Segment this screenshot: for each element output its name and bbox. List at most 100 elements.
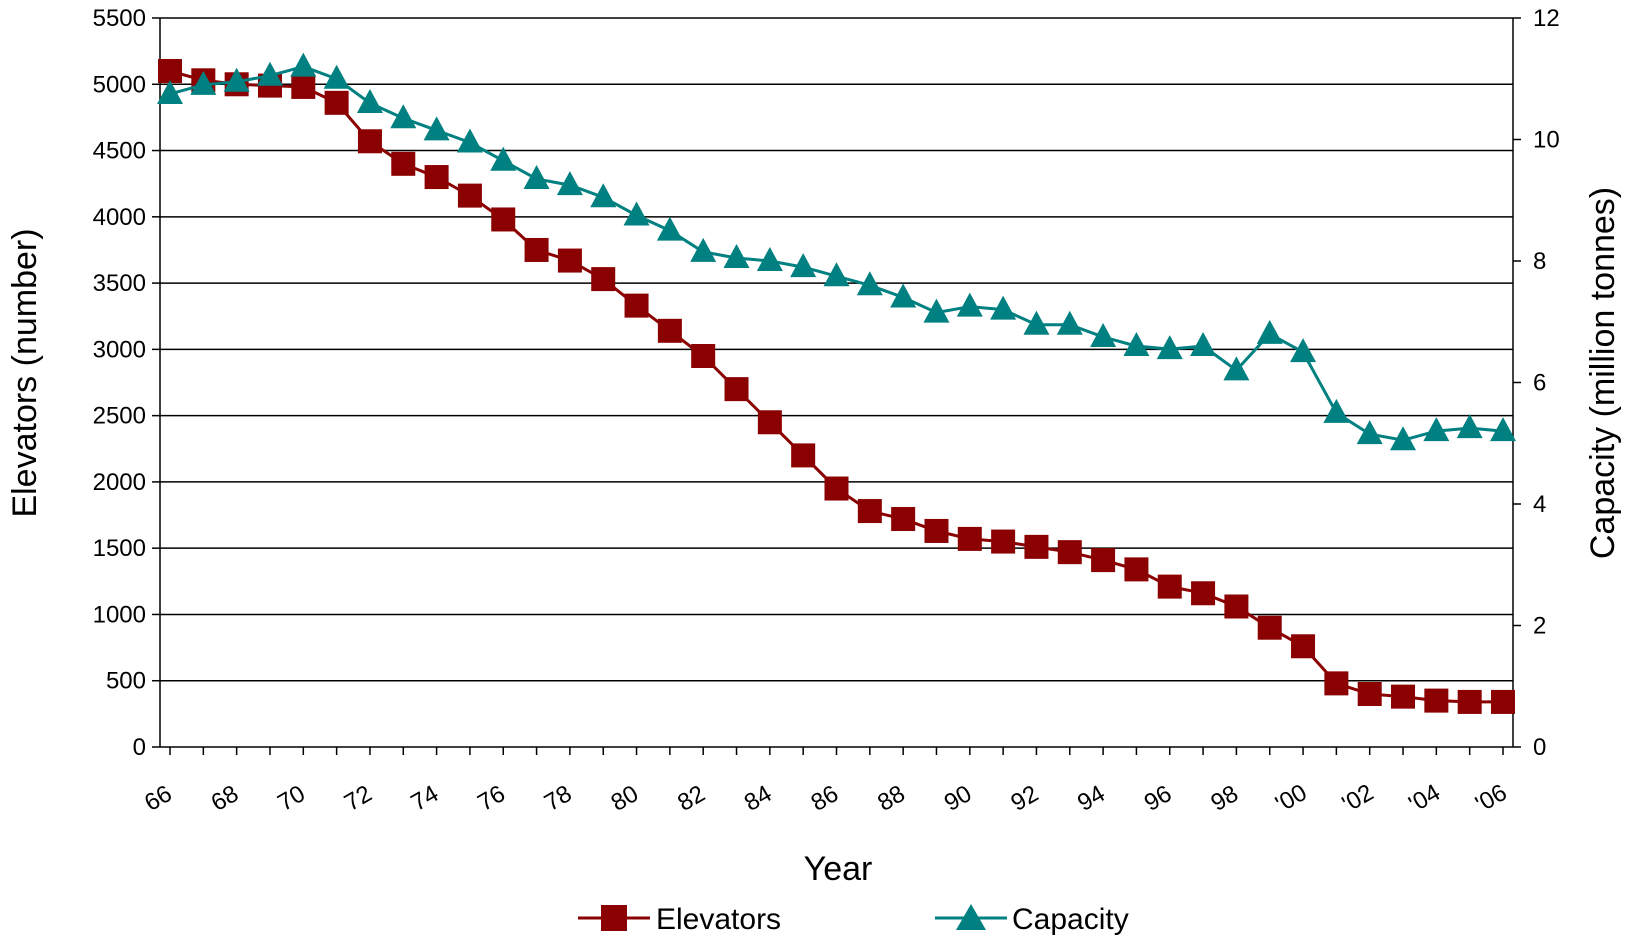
x-axis-tick-label: 70 [273, 780, 310, 817]
series-elevators [158, 59, 1515, 714]
left-axis-tick-label: 1500 [93, 535, 146, 562]
x-axis-tick-label: 94 [1073, 780, 1110, 817]
x-axis-tick-label: 82 [673, 780, 710, 817]
data-point-elevators [624, 293, 649, 318]
data-point-elevators [158, 59, 182, 84]
data-point-elevators [357, 129, 382, 154]
data-point-capacity [1290, 338, 1317, 363]
data-point-elevators [457, 183, 482, 208]
data-point-capacity [590, 183, 617, 208]
data-point-capacity [456, 128, 483, 153]
data-point-elevators [891, 507, 916, 532]
data-point-elevators [1357, 681, 1382, 706]
x-axis-tick-label: 88 [873, 780, 910, 817]
legend-item-capacity: Capacity [935, 903, 1129, 936]
data-point-capacity [923, 298, 950, 323]
x-axis-ticks: 66 68 70 72 74 76 78 80 82 84 86 88 90 92 94 96 98 '00 '02… [140, 747, 1512, 818]
data-point-elevators [1391, 684, 1416, 709]
left-axis-tick-label: 5000 [93, 71, 146, 98]
data-point-elevators [691, 343, 716, 368]
data-point-capacity [1356, 420, 1383, 445]
data-point-capacity [723, 243, 750, 268]
right-axis-tick-label: 10 [1533, 127, 1560, 154]
data-point-elevators [1024, 534, 1049, 559]
data-point-capacity [157, 79, 183, 104]
data-point-capacity [656, 216, 683, 241]
data-point-elevators [757, 410, 782, 435]
data-point-elevators [1324, 671, 1349, 696]
x-axis-tick-label: '06 [1471, 779, 1512, 818]
legend: Elevators Capacity [578, 903, 1129, 936]
data-point-elevators [1457, 689, 1482, 714]
x-axis-tick-label: '00 [1271, 779, 1312, 818]
data-point-elevators [991, 529, 1016, 554]
data-point-elevators [1124, 557, 1149, 582]
data-point-capacity [1256, 319, 1283, 344]
data-point-capacity [1456, 414, 1483, 439]
data-point-capacity [423, 116, 450, 141]
data-point-capacity [1123, 332, 1150, 357]
legend-capacity-label: Capacity [1012, 903, 1129, 936]
series-capacity [157, 52, 1516, 451]
legend-item-elevators: Elevators [578, 903, 781, 936]
x-axis-tick-label: 84 [740, 780, 777, 817]
data-point-capacity [523, 164, 550, 189]
x-axis-tick-label: 74 [407, 780, 444, 817]
data-point-capacity [1490, 417, 1516, 442]
data-point-elevators [657, 318, 682, 343]
data-point-capacity [256, 61, 283, 86]
data-point-elevators [524, 237, 549, 262]
data-point-capacity [1423, 417, 1450, 442]
data-point-elevators [1091, 548, 1116, 573]
data-point-capacity [690, 237, 717, 262]
left-axis-tick-label: 5500 [93, 5, 146, 32]
data-point-elevators [1291, 634, 1316, 659]
data-point-capacity [1223, 356, 1250, 381]
data-point-capacity [823, 262, 850, 287]
data-point-elevators [324, 90, 349, 115]
data-point-capacity [1056, 310, 1083, 335]
right-axis-ticks: 0 2 4 6 8 10 12 [1513, 5, 1560, 761]
series-line-elevators [169, 69, 1503, 704]
x-axis-tick-label: 96 [1140, 780, 1177, 817]
data-point-elevators [957, 526, 982, 551]
data-point-capacity [956, 292, 983, 317]
data-point-capacity [756, 247, 783, 271]
left-axis-title: Elevators (number) [6, 228, 44, 517]
data-point-capacity [490, 146, 517, 171]
data-point-capacity [190, 70, 217, 95]
x-axis-title: Year [804, 850, 873, 888]
data-point-elevators [1257, 615, 1282, 640]
x-axis-tick-label: '04 [1404, 779, 1445, 818]
data-point-elevators [491, 207, 516, 232]
data-point-elevators [424, 165, 449, 190]
left-axis-tick-label: 500 [106, 668, 146, 695]
x-axis-tick-label: 78 [540, 780, 577, 817]
data-point-capacity [1090, 322, 1117, 347]
right-axis-tick-label: 6 [1533, 370, 1546, 397]
data-point-elevators [1424, 688, 1449, 713]
data-point-capacity [1390, 426, 1417, 451]
x-axis-tick-label: 72 [340, 780, 377, 817]
data-point-elevators [924, 518, 949, 543]
left-axis-tick-label: 1000 [93, 601, 146, 628]
right-axis-title: Capacity (million tonnes) [1584, 187, 1622, 559]
data-point-capacity [1323, 398, 1350, 423]
data-point-capacity [323, 64, 350, 89]
data-point-capacity [1156, 335, 1183, 360]
data-point-capacity [890, 283, 917, 308]
data-point-capacity [356, 89, 383, 114]
right-axis-tick-label: 2 [1533, 613, 1546, 640]
data-point-elevators [1057, 540, 1082, 565]
legend-capacity-marker [956, 904, 986, 930]
series-layer [157, 52, 1516, 714]
x-axis-tick-label: 92 [1006, 780, 1043, 817]
data-point-capacity [856, 271, 883, 296]
x-axis-tick-label: 90 [940, 780, 977, 817]
left-axis-tick-label: 4500 [93, 138, 146, 165]
x-axis-tick-label: 66 [140, 780, 177, 817]
data-point-capacity [556, 171, 583, 196]
left-axis-tick-label: 2000 [93, 469, 146, 496]
data-point-elevators [1491, 689, 1515, 714]
